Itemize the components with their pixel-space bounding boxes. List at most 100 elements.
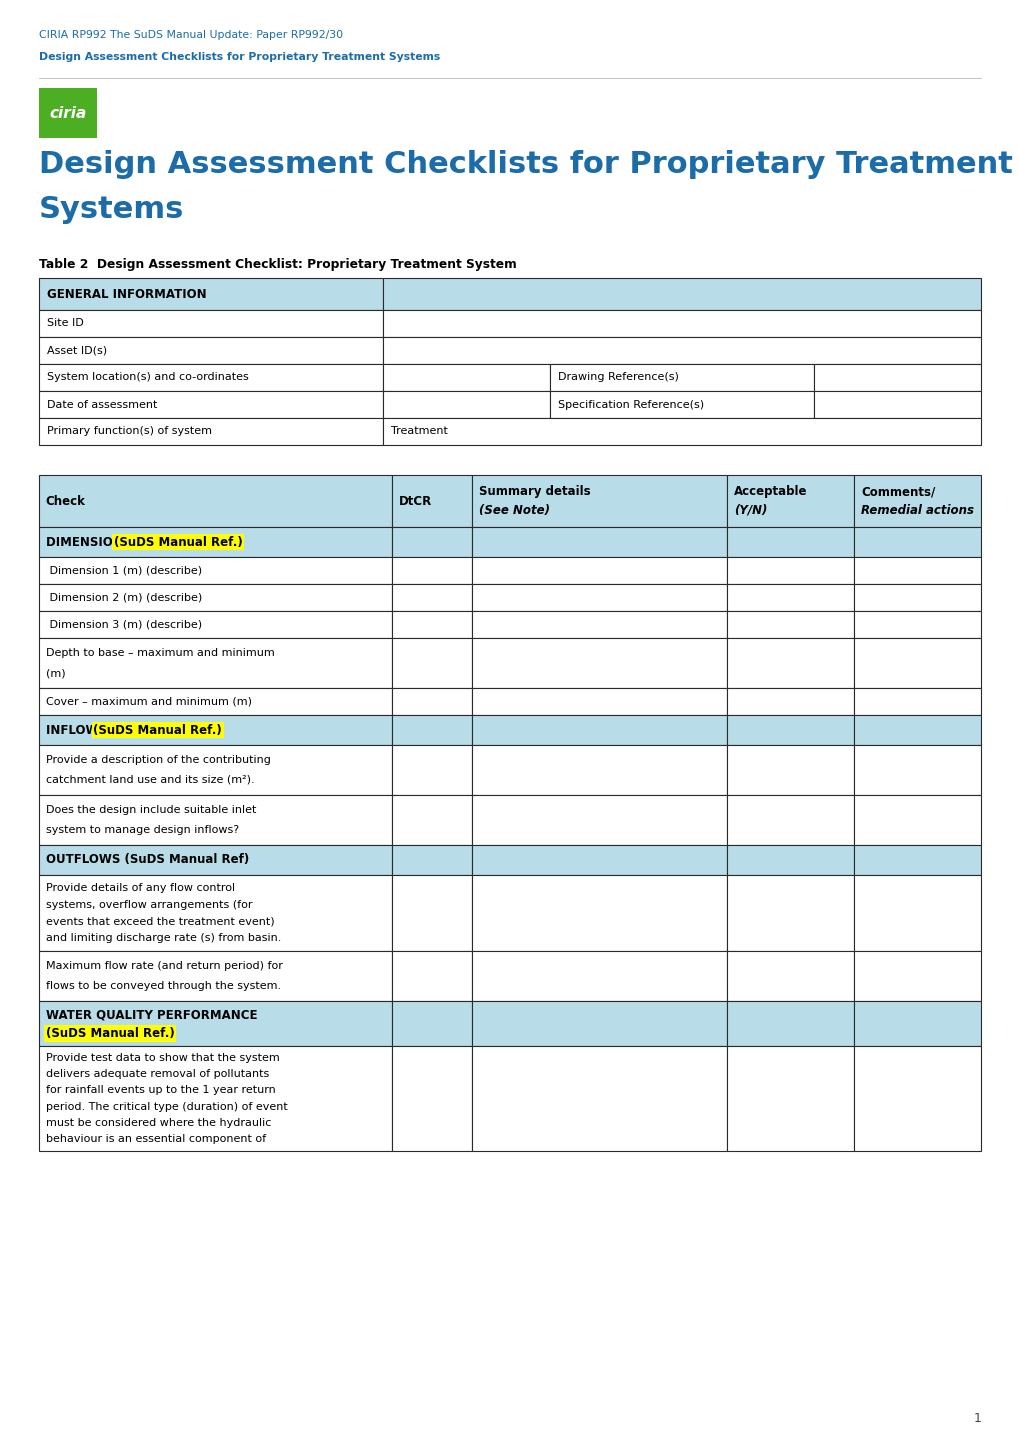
Bar xyxy=(39,688,391,714)
Text: Site ID: Site ID xyxy=(47,319,84,329)
Bar xyxy=(39,88,97,139)
Bar xyxy=(727,1001,853,1046)
Bar xyxy=(39,364,382,391)
Bar xyxy=(727,557,853,584)
Bar xyxy=(727,1046,853,1152)
Bar xyxy=(853,874,980,951)
Bar xyxy=(39,1046,391,1152)
Bar xyxy=(391,951,472,1001)
Bar xyxy=(39,714,391,745)
Text: behaviour is an essential component of: behaviour is an essential component of xyxy=(46,1134,266,1144)
Bar xyxy=(382,278,980,310)
Text: Date of assessment: Date of assessment xyxy=(47,400,157,410)
Text: ciria: ciria xyxy=(49,105,87,121)
Text: CIRIA RP992 The SuDS Manual Update: Paper RP992/30: CIRIA RP992 The SuDS Manual Update: Pape… xyxy=(39,30,342,40)
Bar xyxy=(382,391,550,418)
Text: WATER QUALITY PERFORMANCE: WATER QUALITY PERFORMANCE xyxy=(46,1009,257,1022)
Bar xyxy=(813,364,980,391)
Text: Table 2  Design Assessment Checklist: Proprietary Treatment System: Table 2 Design Assessment Checklist: Pro… xyxy=(39,258,516,271)
Bar xyxy=(382,338,980,364)
Bar xyxy=(391,745,472,795)
Text: (SuDS Manual Ref.): (SuDS Manual Ref.) xyxy=(46,1027,174,1040)
Bar xyxy=(39,418,382,444)
Bar xyxy=(727,795,853,846)
Bar xyxy=(39,638,391,688)
Bar xyxy=(853,475,980,527)
Bar xyxy=(39,527,391,557)
Bar xyxy=(391,527,472,557)
Text: Does the design include suitable inlet: Does the design include suitable inlet xyxy=(46,805,256,815)
Bar xyxy=(727,638,853,688)
Text: Dimension 1 (m) (describe): Dimension 1 (m) (describe) xyxy=(46,566,202,576)
Bar xyxy=(727,584,853,610)
Text: Depth to base – maximum and minimum: Depth to base – maximum and minimum xyxy=(46,648,274,658)
Bar xyxy=(391,688,472,714)
Text: (Y/N): (Y/N) xyxy=(733,504,766,517)
Bar xyxy=(39,951,391,1001)
Bar xyxy=(853,714,980,745)
Bar xyxy=(39,310,382,338)
Text: must be considered where the hydraulic: must be considered where the hydraulic xyxy=(46,1118,271,1128)
Bar xyxy=(472,638,727,688)
Text: Cover – maximum and minimum (m): Cover – maximum and minimum (m) xyxy=(46,697,252,707)
Bar xyxy=(391,557,472,584)
Text: Acceptable: Acceptable xyxy=(733,485,806,498)
Bar xyxy=(853,846,980,874)
Bar xyxy=(472,527,727,557)
Bar xyxy=(853,527,980,557)
Bar xyxy=(391,638,472,688)
Text: Provide a description of the contributing: Provide a description of the contributin… xyxy=(46,755,270,765)
Text: (m): (m) xyxy=(46,668,65,678)
Bar xyxy=(391,475,472,527)
Text: delivers adequate removal of pollutants: delivers adequate removal of pollutants xyxy=(46,1069,269,1079)
Text: (See Note): (See Note) xyxy=(479,504,550,517)
Bar xyxy=(853,584,980,610)
Bar xyxy=(391,846,472,874)
Bar xyxy=(727,527,853,557)
Text: OUTFLOWS (SuDS Manual Ref): OUTFLOWS (SuDS Manual Ref) xyxy=(46,853,249,866)
Bar xyxy=(382,364,550,391)
Text: Design Assessment Checklists for Proprietary Treatment: Design Assessment Checklists for Proprie… xyxy=(39,150,1012,179)
Bar xyxy=(727,610,853,638)
Bar xyxy=(472,610,727,638)
Text: Drawing Reference(s): Drawing Reference(s) xyxy=(557,372,679,382)
Bar xyxy=(472,795,727,846)
Bar xyxy=(391,714,472,745)
Bar xyxy=(853,745,980,795)
Bar xyxy=(853,795,980,846)
Text: events that exceed the treatment event): events that exceed the treatment event) xyxy=(46,916,274,926)
Bar xyxy=(382,418,980,444)
Text: for rainfall events up to the 1 year return: for rainfall events up to the 1 year ret… xyxy=(46,1085,275,1095)
Bar xyxy=(39,1001,391,1046)
Text: System location(s) and co-ordinates: System location(s) and co-ordinates xyxy=(47,372,249,382)
Bar xyxy=(472,846,727,874)
Bar xyxy=(727,714,853,745)
Bar xyxy=(472,688,727,714)
Bar xyxy=(39,584,391,610)
Bar xyxy=(391,795,472,846)
Bar xyxy=(472,1001,727,1046)
Text: Remedial actions: Remedial actions xyxy=(860,504,973,517)
Text: Design Assessment Checklists for Proprietary Treatment Systems: Design Assessment Checklists for Proprie… xyxy=(39,52,439,62)
Bar xyxy=(727,688,853,714)
Text: system to manage design inflows?: system to manage design inflows? xyxy=(46,825,238,835)
Bar xyxy=(853,951,980,1001)
Text: 1: 1 xyxy=(972,1413,980,1426)
Bar xyxy=(39,391,382,418)
Text: catchment land use and its size (m²).: catchment land use and its size (m²). xyxy=(46,775,254,785)
Bar xyxy=(39,338,382,364)
Text: Systems: Systems xyxy=(39,195,184,224)
Bar xyxy=(39,874,391,951)
Bar xyxy=(472,1046,727,1152)
Bar xyxy=(39,278,382,310)
Bar xyxy=(472,475,727,527)
Bar xyxy=(472,557,727,584)
Text: Summary details: Summary details xyxy=(479,485,590,498)
Bar xyxy=(472,745,727,795)
Text: DIMENSIONS: DIMENSIONS xyxy=(46,535,135,548)
Text: systems, overflow arrangements (for: systems, overflow arrangements (for xyxy=(46,899,252,909)
Text: Dimension 3 (m) (describe): Dimension 3 (m) (describe) xyxy=(46,619,202,629)
Text: flows to be conveyed through the system.: flows to be conveyed through the system. xyxy=(46,981,280,991)
Bar xyxy=(382,310,980,338)
Text: Treatment: Treatment xyxy=(390,427,447,436)
